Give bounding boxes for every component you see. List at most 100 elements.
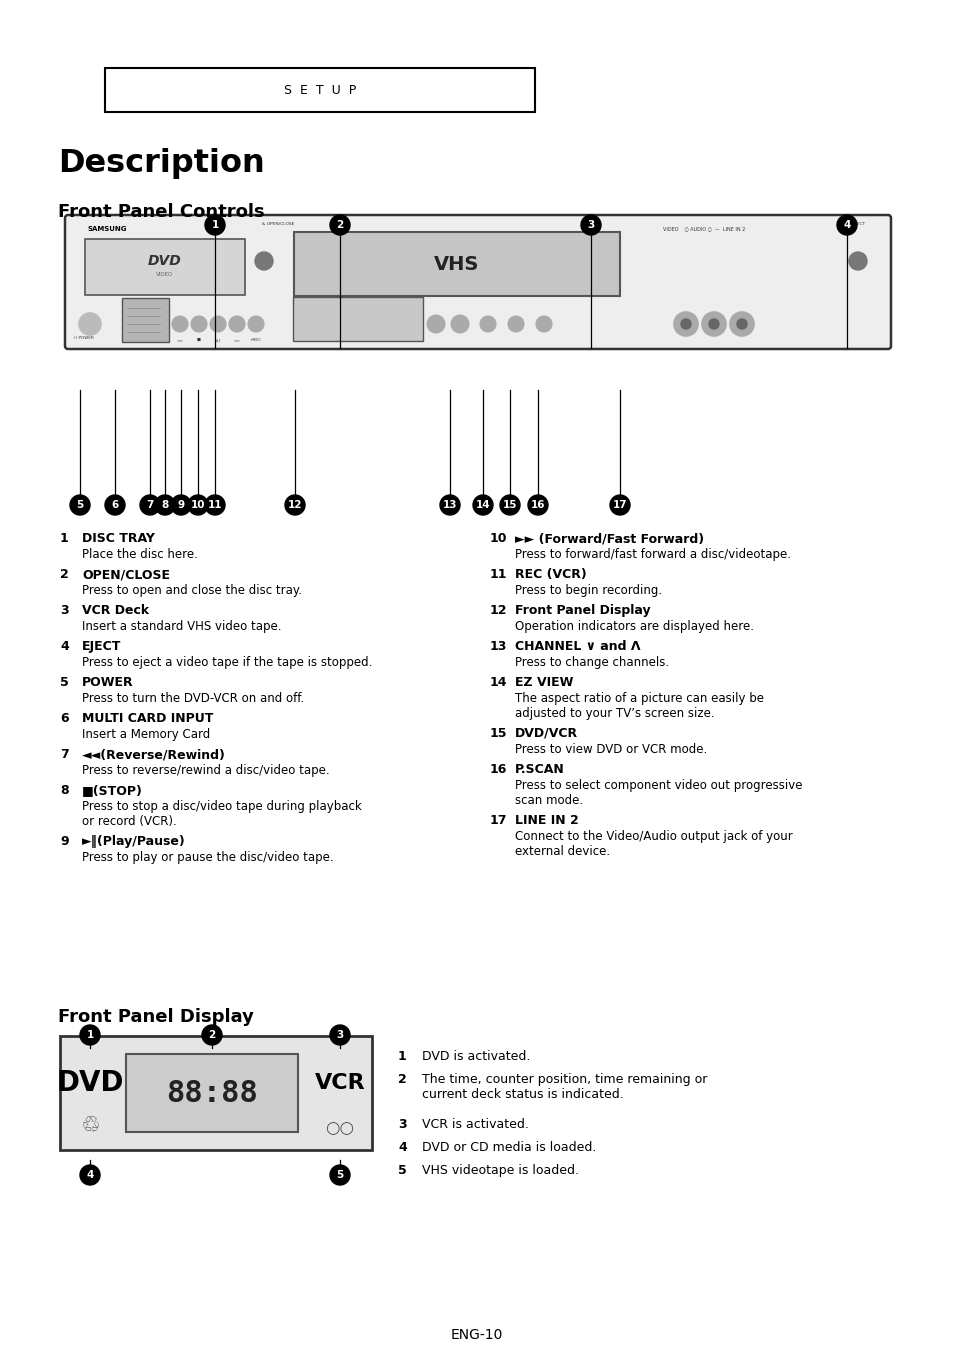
- Text: 6: 6: [60, 711, 69, 725]
- Text: 4: 4: [397, 1141, 406, 1154]
- Text: Press to eject a video tape if the tape is stopped.: Press to eject a video tape if the tape …: [82, 656, 372, 669]
- Circle shape: [479, 316, 496, 332]
- Text: Insert a Memory Card: Insert a Memory Card: [82, 728, 210, 741]
- Text: ♲: ♲: [80, 1117, 100, 1135]
- Text: 3: 3: [397, 1118, 406, 1131]
- Text: 5: 5: [60, 676, 69, 688]
- Text: DVD: DVD: [148, 253, 182, 268]
- Circle shape: [330, 1165, 350, 1186]
- Circle shape: [848, 252, 866, 270]
- Text: 2: 2: [208, 1030, 215, 1041]
- FancyBboxPatch shape: [122, 298, 169, 341]
- Circle shape: [451, 314, 469, 333]
- Circle shape: [140, 495, 160, 515]
- Text: Press to forward/fast forward a disc/videotape.: Press to forward/fast forward a disc/vid…: [515, 547, 790, 561]
- Text: ■(STOP): ■(STOP): [82, 785, 143, 797]
- Text: 13: 13: [442, 500, 456, 509]
- Text: 16: 16: [530, 500, 545, 509]
- Circle shape: [205, 495, 225, 515]
- Text: S  E  T  U  P: S E T U P: [284, 84, 355, 96]
- Text: 13: 13: [490, 640, 507, 653]
- Circle shape: [80, 1024, 100, 1045]
- Text: Description: Description: [58, 148, 265, 179]
- Circle shape: [330, 1024, 350, 1045]
- Text: Insert a standard VHS video tape.: Insert a standard VHS video tape.: [82, 621, 281, 633]
- Text: DISC TRAY: DISC TRAY: [82, 533, 154, 545]
- Circle shape: [248, 316, 264, 332]
- FancyBboxPatch shape: [126, 1054, 297, 1131]
- Text: ◄◄(Reverse/Rewind): ◄◄(Reverse/Rewind): [82, 748, 226, 762]
- Text: ENG-10: ENG-10: [451, 1328, 502, 1341]
- Text: ►‖(Play/Pause): ►‖(Play/Pause): [82, 835, 186, 848]
- Text: 4: 4: [842, 220, 850, 230]
- Circle shape: [330, 215, 350, 234]
- FancyBboxPatch shape: [85, 238, 245, 295]
- Text: DVD/VCR: DVD/VCR: [515, 728, 578, 740]
- Circle shape: [609, 495, 629, 515]
- Text: The time, counter position, time remaining or
current deck status is indicated.: The time, counter position, time remaini…: [421, 1073, 706, 1102]
- Text: +REC: +REC: [250, 337, 262, 341]
- Text: EZ VIEW: EZ VIEW: [515, 676, 573, 688]
- Text: 5: 5: [397, 1164, 406, 1177]
- Circle shape: [427, 314, 444, 333]
- Text: 9: 9: [177, 500, 184, 509]
- Circle shape: [154, 495, 174, 515]
- Text: 2: 2: [336, 220, 343, 230]
- Circle shape: [507, 316, 523, 332]
- FancyBboxPatch shape: [65, 215, 890, 350]
- Text: Front Panel Display: Front Panel Display: [58, 1008, 253, 1026]
- Circle shape: [836, 215, 856, 234]
- Text: 14: 14: [490, 676, 507, 688]
- Text: ○○: ○○: [325, 1119, 355, 1137]
- Text: 3: 3: [336, 1030, 343, 1041]
- Text: DVD is activated.: DVD is activated.: [421, 1050, 530, 1064]
- Text: 4: 4: [60, 640, 69, 653]
- FancyBboxPatch shape: [293, 297, 422, 341]
- Text: Press to view DVD or VCR mode.: Press to view DVD or VCR mode.: [515, 743, 706, 756]
- Text: DVD: DVD: [56, 1069, 124, 1098]
- Circle shape: [254, 252, 273, 270]
- Text: 3: 3: [587, 220, 594, 230]
- Circle shape: [737, 318, 746, 329]
- Text: 15: 15: [490, 728, 507, 740]
- Circle shape: [680, 318, 690, 329]
- Circle shape: [536, 316, 552, 332]
- Text: EJECT: EJECT: [82, 640, 121, 653]
- Text: 12: 12: [490, 604, 507, 617]
- Text: MULTI CARD INPUT: MULTI CARD INPUT: [82, 711, 213, 725]
- Text: CHANNEL ∨ and Λ: CHANNEL ∨ and Λ: [515, 640, 639, 653]
- Text: LINE IN 2: LINE IN 2: [515, 814, 578, 827]
- Circle shape: [79, 313, 101, 335]
- Text: Press to stop a disc/video tape during playback
or record (VCR).: Press to stop a disc/video tape during p…: [82, 799, 361, 828]
- Text: 6: 6: [112, 500, 118, 509]
- Text: 1: 1: [212, 220, 218, 230]
- Text: P.SCAN: P.SCAN: [515, 763, 564, 776]
- Circle shape: [171, 495, 191, 515]
- Text: The aspect ratio of a picture can easily be
adjusted to your TV’s screen size.: The aspect ratio of a picture can easily…: [515, 692, 763, 720]
- Text: 11: 11: [490, 568, 507, 581]
- Circle shape: [105, 495, 125, 515]
- Text: 9: 9: [60, 835, 69, 848]
- Text: () POWER: () POWER: [74, 336, 93, 340]
- Circle shape: [439, 495, 459, 515]
- Text: 17: 17: [612, 500, 627, 509]
- Text: 88:88: 88:88: [166, 1079, 257, 1107]
- Text: Front Panel Display: Front Panel Display: [515, 604, 650, 617]
- Text: 5: 5: [336, 1169, 343, 1180]
- Text: Press to change channels.: Press to change channels.: [515, 656, 668, 669]
- Text: 10: 10: [490, 533, 507, 545]
- Text: 11: 11: [208, 500, 222, 509]
- Text: Press to turn the DVD-VCR on and off.: Press to turn the DVD-VCR on and off.: [82, 692, 304, 705]
- Circle shape: [188, 495, 208, 515]
- Circle shape: [527, 495, 547, 515]
- FancyBboxPatch shape: [105, 68, 535, 112]
- Text: 3: 3: [60, 604, 69, 617]
- Text: Connect to the Video/Audio output jack of your
external device.: Connect to the Video/Audio output jack o…: [515, 831, 792, 858]
- Text: 12: 12: [288, 500, 302, 509]
- Circle shape: [229, 316, 245, 332]
- Text: Press to select component video out progressive
scan mode.: Press to select component video out prog…: [515, 779, 801, 808]
- Text: & EJECT: & EJECT: [847, 222, 864, 226]
- Text: VHS: VHS: [434, 255, 479, 274]
- Circle shape: [701, 312, 725, 336]
- Text: 8: 8: [60, 785, 69, 797]
